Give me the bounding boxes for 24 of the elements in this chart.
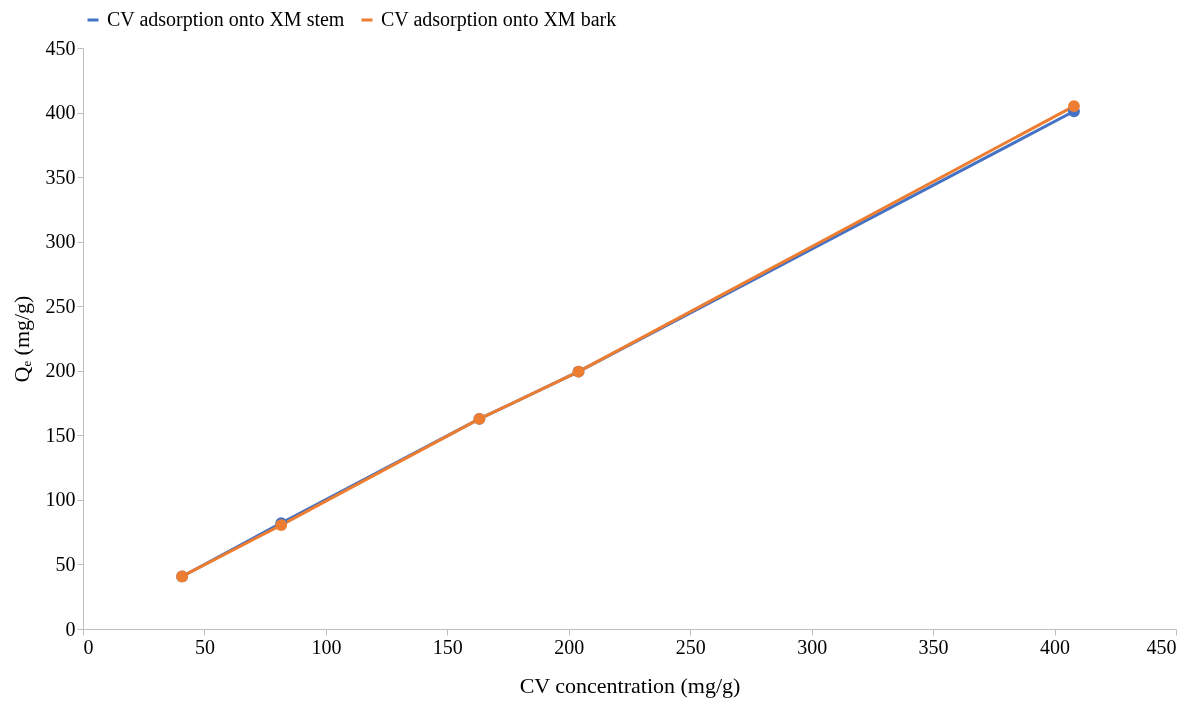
x-tick-label: 50 [194,635,215,658]
y-tick-label: 400 [45,101,76,124]
x-tick-label: 0 [83,635,94,658]
y-tick-label: 350 [45,165,76,188]
x-tick-label: 150 [432,635,463,658]
x-tick-label: 350 [918,635,949,658]
y-axis-title: Qₑ (mg/g) [8,295,34,383]
x-tick-label: 100 [311,635,342,658]
legend-label: CV adsorption onto XM bark [381,8,617,31]
y-tick-label: 200 [45,359,76,382]
y-tick-label: 0 [65,617,76,640]
x-tick-label: 200 [554,635,585,658]
y-tick-label: 300 [45,230,76,253]
x-tick-label: 400 [1040,635,1071,658]
y-tick-label: 250 [45,294,76,317]
y-tick-label: 50 [55,552,76,575]
x-axis-title: CV concentration (mg/g) [519,672,741,698]
y-tick-label: 450 [45,36,76,59]
y-tick-label: 100 [45,488,76,511]
x-tick-label: 450 [1146,635,1177,658]
x-tick-label: 300 [797,635,828,658]
legend-label: CV adsorption onto XM stem [107,8,345,31]
x-tick-label: 250 [675,635,706,658]
y-tick-label: 150 [45,423,76,446]
